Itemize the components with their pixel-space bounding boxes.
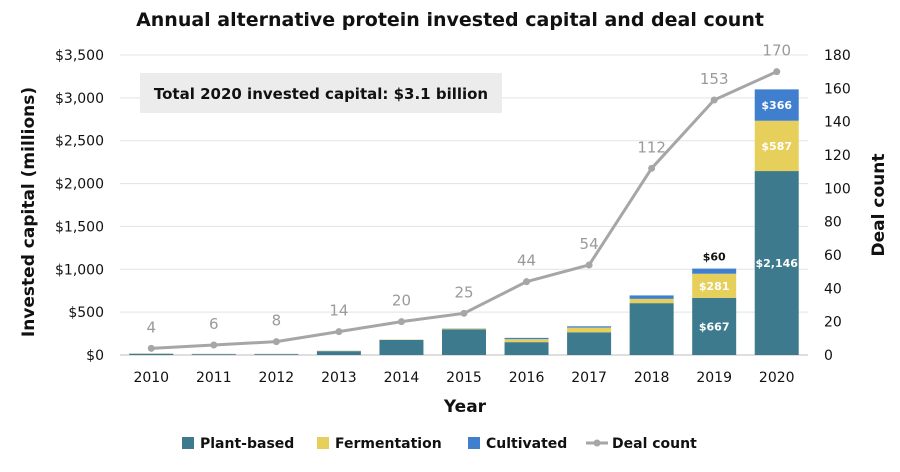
deal-count-point (210, 342, 217, 349)
y2-tick-label: 160 (824, 81, 851, 97)
legend-item: Cultivated (468, 436, 567, 452)
deal-count-label: 170 (762, 42, 791, 60)
annotation: Total 2020 invested capital: $3.1 billio… (140, 73, 502, 113)
bar-cultivated (630, 295, 674, 298)
bar-fermentation (505, 339, 549, 342)
deal-count-point (773, 68, 780, 75)
bar-plant-based (317, 351, 361, 355)
bar-fermentation (442, 329, 486, 330)
deal-count-point (711, 97, 718, 104)
deal-count-point (648, 165, 655, 172)
deal-count-label: 44 (517, 252, 536, 270)
x-tick-label: 2012 (259, 370, 295, 386)
bar-value-label: $667 (699, 320, 730, 333)
y-tick-label: $1,500 (55, 219, 104, 235)
bar-plant-based (505, 342, 549, 355)
deal-count-point (523, 278, 530, 285)
bar-value-label: $60 (703, 251, 726, 264)
x-tick-label: 2017 (571, 370, 607, 386)
deal-count-label: 112 (637, 138, 666, 156)
bar-plant-based (379, 340, 423, 355)
y-tick-label: $3,500 (55, 48, 104, 64)
x-tick-label: 2013 (321, 370, 357, 386)
bar-cultivated (567, 326, 611, 327)
y2-tick-label: 60 (824, 248, 842, 264)
legend-label: Cultivated (486, 436, 567, 452)
bar-value-label: $281 (699, 280, 730, 293)
deal-count-point (398, 318, 405, 325)
x-tick-label: 2010 (133, 370, 169, 386)
y-tick-label: $2,500 (55, 134, 104, 150)
legend-swatch (182, 437, 194, 449)
deal-count-label: 4 (146, 318, 156, 336)
legend-swatch (317, 437, 329, 449)
x-tick-label: 2011 (196, 370, 232, 386)
deal-count-label: 153 (700, 70, 729, 88)
bar-fermentation (630, 299, 674, 303)
y2-tick-label: 40 (824, 281, 842, 297)
deal-count-path (151, 72, 776, 349)
x-tick-label: 2014 (384, 370, 420, 386)
bar-plant-based (442, 329, 486, 355)
y2-tick-label: 0 (824, 348, 833, 364)
y-axis-title: Invested capital (millions) (19, 87, 39, 337)
y2-axis-title: Deal count (869, 154, 889, 257)
deal-count-point (148, 345, 155, 352)
x-tick-label: 2018 (634, 370, 670, 386)
y2-tick-label: 100 (824, 181, 851, 197)
legend-label: Deal count (612, 436, 697, 452)
deal-count-label: 8 (272, 312, 282, 330)
bar-value-label: $587 (761, 140, 792, 153)
bar-value-label: $366 (761, 99, 792, 112)
x-tick-label: 2020 (759, 370, 795, 386)
legend-swatch (468, 437, 480, 449)
deal-count-point (273, 338, 280, 345)
y2-tick-label: 80 (824, 215, 842, 231)
annotation-text: Total 2020 invested capital: $3.1 billio… (154, 85, 488, 103)
bar-plant-based (254, 354, 298, 355)
deal-count-label: 25 (454, 283, 473, 301)
legend-label: Plant-based (200, 436, 294, 452)
x-axis-title: Year (443, 397, 487, 417)
y-tick-label: $500 (68, 305, 104, 321)
bar-cultivated (505, 338, 549, 339)
y-tick-label: $1,000 (55, 262, 104, 278)
y2-tick-label: 120 (824, 148, 851, 164)
legend-label: Fermentation (335, 436, 442, 452)
bar-plant-based (567, 332, 611, 355)
deal-count-label: 6 (209, 315, 219, 333)
y-tick-label: $2,000 (55, 177, 104, 193)
legend-item: Plant-based (182, 436, 294, 452)
bar-value-label: $2,146 (756, 257, 799, 270)
legend-item: Fermentation (317, 436, 442, 452)
bar-plant-based (129, 354, 173, 355)
y2-tick-label: 20 (824, 315, 842, 331)
x-tick-label: 2015 (446, 370, 482, 386)
bar-plant-based (192, 354, 236, 355)
deal-count-point (586, 262, 593, 269)
x-tick-label: 2019 (696, 370, 732, 386)
bar-plant-based (630, 303, 674, 355)
y-tick-label: $3,000 (55, 91, 104, 107)
deal-count-label: 54 (580, 235, 599, 253)
deal-count-point (461, 310, 468, 317)
y2-tick-label: 140 (824, 115, 851, 131)
deal-count-label: 14 (329, 302, 348, 320)
legend: Plant-based Fermentation Cultivated Deal co… (182, 436, 697, 452)
deal-count-point (335, 328, 342, 335)
chart-title: Annual alternative protein invested capi… (136, 9, 764, 31)
deal-count-label: 20 (392, 292, 411, 310)
legend-marker (594, 440, 601, 447)
y2-tick-label: 180 (824, 48, 851, 64)
legend-item: Deal count (586, 436, 697, 452)
x-tick-label: 2016 (509, 370, 545, 386)
bar-cultivated (692, 269, 736, 274)
bar-fermentation (567, 328, 611, 333)
y-tick-label: $0 (86, 348, 104, 364)
